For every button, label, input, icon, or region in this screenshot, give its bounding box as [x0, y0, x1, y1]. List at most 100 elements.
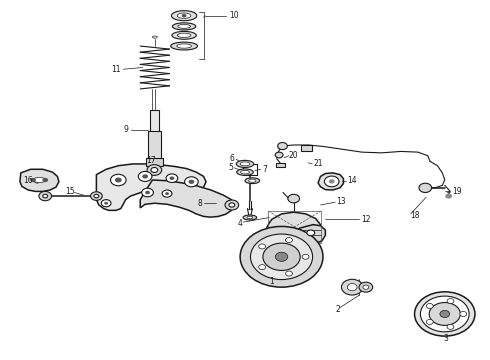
Circle shape	[286, 271, 293, 276]
Text: 1: 1	[270, 277, 274, 286]
Circle shape	[359, 282, 373, 292]
Polygon shape	[296, 225, 325, 244]
Circle shape	[272, 251, 286, 261]
Polygon shape	[267, 212, 320, 243]
Circle shape	[259, 244, 266, 249]
Circle shape	[170, 176, 174, 180]
Circle shape	[263, 243, 300, 270]
Circle shape	[162, 190, 172, 197]
Ellipse shape	[236, 160, 254, 167]
Ellipse shape	[274, 246, 289, 250]
Ellipse shape	[248, 179, 256, 182]
Circle shape	[429, 302, 460, 325]
Circle shape	[42, 178, 48, 182]
Polygon shape	[140, 180, 234, 217]
Circle shape	[145, 191, 150, 194]
Ellipse shape	[237, 169, 253, 175]
Bar	[147, 131, 161, 158]
Ellipse shape	[243, 215, 257, 220]
Bar	[276, 163, 285, 167]
Circle shape	[104, 202, 108, 204]
Ellipse shape	[178, 24, 191, 28]
Circle shape	[250, 234, 313, 280]
Circle shape	[302, 254, 309, 259]
Text: 9: 9	[123, 126, 128, 135]
Text: 12: 12	[361, 215, 370, 224]
Bar	[146, 158, 163, 166]
Circle shape	[142, 188, 153, 197]
Ellipse shape	[172, 23, 196, 30]
Circle shape	[420, 296, 469, 332]
Text: 16: 16	[24, 176, 33, 185]
Ellipse shape	[32, 177, 46, 183]
Ellipse shape	[241, 170, 249, 174]
Circle shape	[39, 192, 51, 201]
Polygon shape	[97, 164, 206, 210]
Circle shape	[307, 230, 315, 236]
Circle shape	[165, 192, 169, 195]
Circle shape	[182, 14, 187, 18]
Circle shape	[101, 200, 111, 207]
Circle shape	[288, 194, 299, 203]
Text: 7: 7	[262, 165, 267, 174]
Text: 11: 11	[111, 65, 121, 74]
Circle shape	[445, 194, 452, 199]
Text: 20: 20	[289, 151, 298, 160]
Circle shape	[259, 265, 266, 270]
Ellipse shape	[240, 162, 250, 166]
Ellipse shape	[177, 33, 191, 37]
Circle shape	[329, 179, 335, 184]
Text: 13: 13	[337, 197, 346, 206]
Text: 6: 6	[230, 154, 235, 163]
Text: 5: 5	[228, 163, 233, 172]
Circle shape	[147, 165, 162, 175]
Circle shape	[460, 311, 466, 316]
Circle shape	[115, 177, 122, 183]
Circle shape	[447, 324, 454, 329]
Circle shape	[415, 292, 475, 336]
Circle shape	[342, 279, 363, 295]
Ellipse shape	[177, 44, 192, 48]
Circle shape	[278, 143, 288, 150]
Text: 3: 3	[443, 334, 448, 343]
Circle shape	[363, 285, 369, 289]
Circle shape	[189, 180, 195, 184]
Text: 10: 10	[229, 11, 239, 20]
Text: 18: 18	[410, 211, 419, 220]
Circle shape	[347, 284, 357, 291]
Ellipse shape	[177, 13, 191, 18]
Polygon shape	[318, 173, 343, 190]
Circle shape	[240, 226, 323, 287]
Text: 17: 17	[147, 156, 156, 165]
Text: 8: 8	[198, 199, 202, 208]
Circle shape	[94, 194, 99, 198]
Circle shape	[447, 298, 454, 303]
Circle shape	[43, 194, 48, 198]
Ellipse shape	[247, 216, 253, 219]
Text: 14: 14	[347, 176, 357, 185]
Bar	[301, 145, 312, 152]
Circle shape	[166, 174, 178, 183]
Circle shape	[426, 303, 433, 309]
Polygon shape	[20, 169, 59, 192]
Circle shape	[229, 203, 235, 207]
Circle shape	[142, 174, 148, 179]
Circle shape	[275, 252, 288, 261]
Circle shape	[111, 174, 126, 186]
Text: 4: 4	[238, 219, 243, 228]
Circle shape	[30, 178, 36, 182]
Circle shape	[426, 319, 433, 324]
Circle shape	[225, 200, 239, 210]
Circle shape	[286, 238, 293, 243]
Circle shape	[324, 176, 339, 187]
Circle shape	[185, 177, 198, 187]
Circle shape	[138, 171, 152, 181]
Ellipse shape	[172, 11, 197, 21]
Circle shape	[151, 167, 158, 172]
Text: 2: 2	[335, 305, 340, 314]
Bar	[149, 110, 159, 132]
Circle shape	[91, 192, 102, 201]
Circle shape	[440, 310, 450, 318]
Text: 21: 21	[313, 159, 323, 168]
Ellipse shape	[245, 178, 260, 184]
